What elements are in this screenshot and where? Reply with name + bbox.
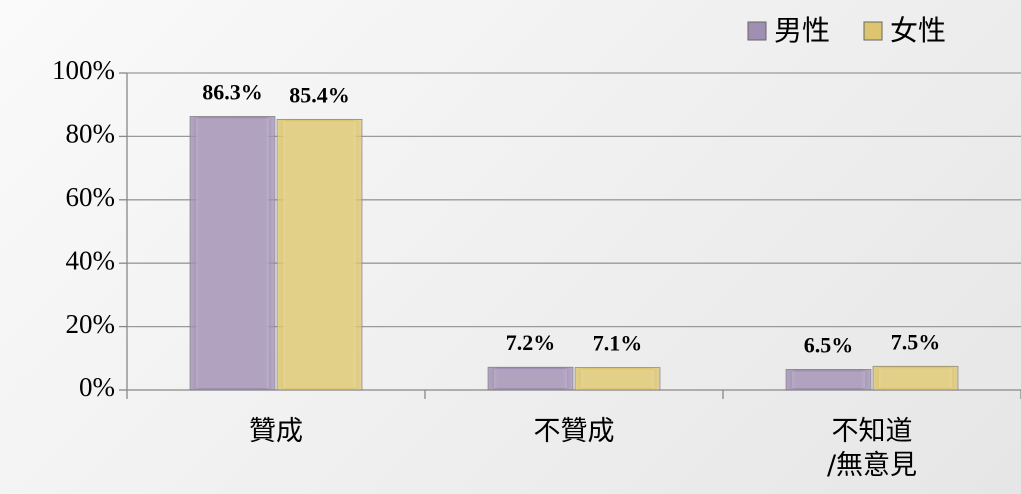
x-tick-label: 不知道 /無意見	[826, 416, 918, 481]
y-tick-label: 60%	[66, 182, 116, 212]
bar	[785, 369, 872, 391]
bar	[872, 365, 959, 391]
bar-shade	[879, 368, 952, 388]
bar-shade	[196, 118, 269, 388]
y-tick-label: 0%	[79, 372, 115, 402]
legend-swatch	[747, 21, 767, 41]
data-label: 7.5%	[891, 329, 941, 354]
legend-swatch	[863, 21, 883, 41]
bar-shade	[792, 371, 865, 388]
data-label: 86.3%	[202, 79, 263, 104]
x-tick-label: 贊成	[249, 416, 303, 447]
legend-label: 女性	[890, 14, 946, 47]
bar-shade	[581, 369, 654, 388]
bar-shade	[283, 121, 356, 389]
legend-label: 男性	[774, 14, 830, 47]
data-label: 85.4%	[289, 82, 350, 107]
bar	[276, 118, 363, 391]
x-tick-label: 不贊成	[533, 416, 615, 447]
y-tick-label: 100%	[52, 55, 115, 85]
bar	[574, 367, 661, 391]
data-label: 6.5%	[804, 332, 854, 357]
bar-shade	[494, 369, 567, 388]
data-label: 7.2%	[506, 330, 556, 355]
y-tick-label: 20%	[66, 309, 116, 339]
bar	[189, 116, 276, 391]
data-label: 7.1%	[593, 331, 643, 356]
bar	[487, 366, 574, 391]
y-tick-label: 80%	[66, 119, 116, 149]
y-tick-label: 40%	[66, 245, 116, 275]
